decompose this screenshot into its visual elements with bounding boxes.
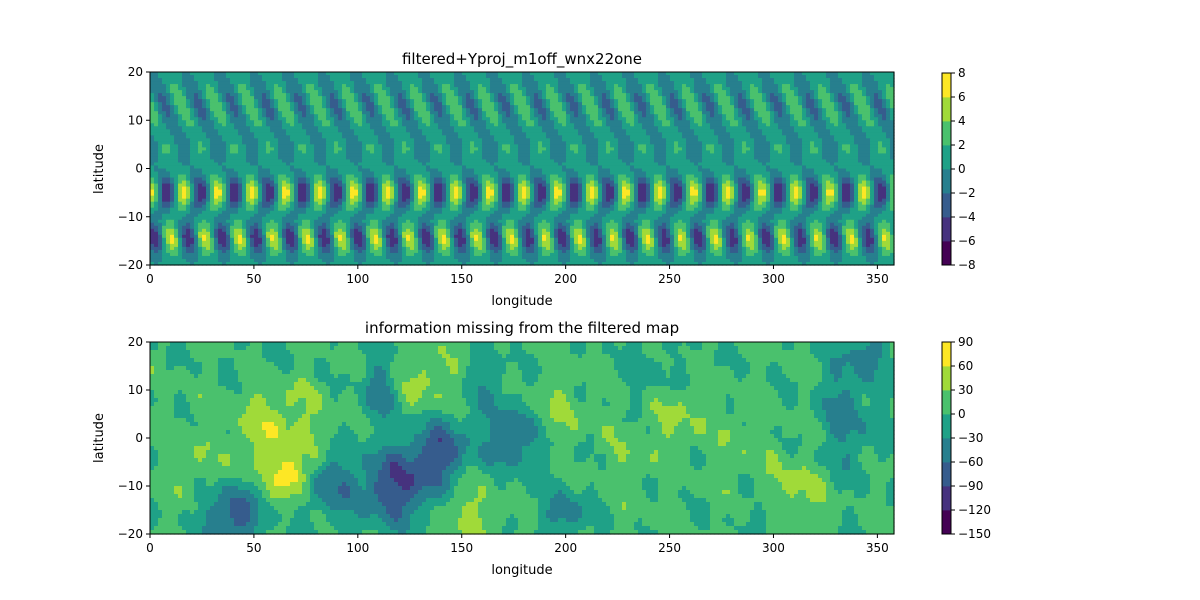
chart-title: filtered+Yproj_m1off_wnx22one [402,50,642,69]
plot-area [150,72,895,266]
panel-filtered: filtered+Yproj_m1off_wnx22one 0 50 100 150 2… [92,50,976,309]
